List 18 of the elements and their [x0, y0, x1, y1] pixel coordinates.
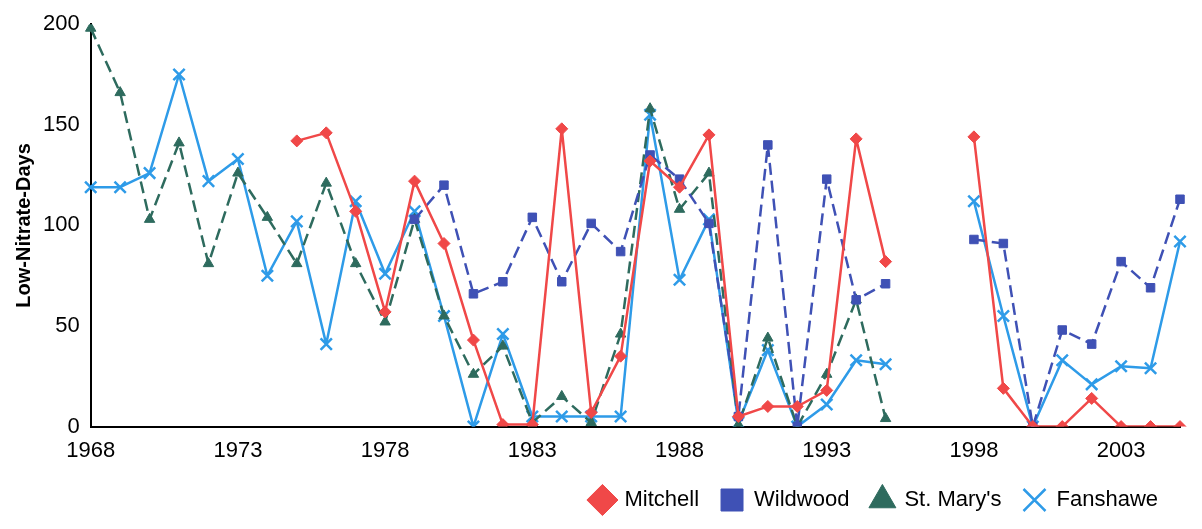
x-tick-label: 1988: [655, 436, 704, 462]
y-tick-label: 150: [42, 110, 80, 136]
y-axis-title: Low-Nitrate-Days: [11, 143, 34, 308]
y-tick-label: 50: [55, 312, 80, 338]
x-tick-label: 1968: [66, 436, 116, 462]
x-tick-label: 2003: [1096, 436, 1146, 462]
x-tick-label: 1973: [213, 436, 263, 462]
x-tick-label: 1978: [360, 436, 410, 462]
legend-label: Fanshawe: [1056, 486, 1159, 512]
y-tick-label: 200: [42, 10, 80, 36]
y-tick-label: 0: [67, 412, 80, 438]
x-tick-label: 1998: [949, 436, 999, 462]
legend-label: Mitchell: [624, 486, 700, 512]
x-tick-label: 1983: [507, 436, 557, 462]
y-tick-label: 100: [42, 211, 80, 237]
x-tick-label: 1993: [802, 436, 852, 462]
legend-label: Wildwood: [754, 486, 850, 512]
legend-label: St. Mary's: [904, 486, 1002, 512]
